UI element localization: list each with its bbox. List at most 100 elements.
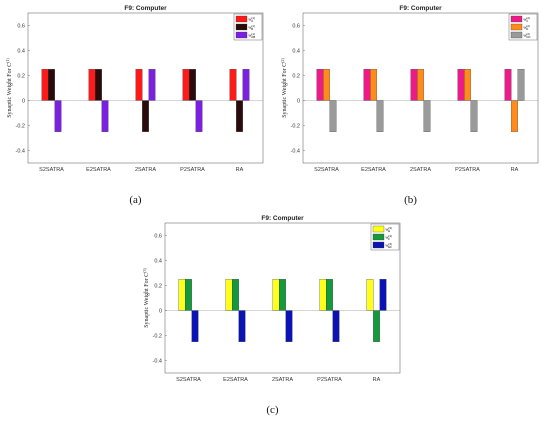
bar (182, 69, 190, 101)
y-tick-label: 0.6 (17, 23, 25, 29)
bar (195, 100, 203, 132)
y-tick-label: 0.2 (154, 283, 162, 289)
y-tick-label: -0.4 (291, 148, 300, 154)
bar (323, 69, 330, 101)
chart-panel-b: F9: Computer -0.4 -0.2 0 0.2 0.4 0.6 Synaptic W… (275, 0, 550, 210)
x-tick-label: RA (373, 377, 381, 383)
bar (417, 69, 424, 101)
bar (148, 69, 156, 101)
chart-svg: F9: Computer -0.4 -0.2 0 0.2 0.4 0.6 Synaptic W… (5, 5, 264, 206)
legend-swatch (235, 15, 248, 23)
bar (41, 69, 49, 101)
bar (185, 279, 192, 311)
legend-swatch (372, 233, 385, 241)
bar (464, 69, 471, 101)
y-tick-label: 0.2 (292, 73, 300, 79)
legend-swatch (235, 31, 248, 39)
bar (511, 100, 518, 132)
legend: w(1) Aw(1) Bw(1) AB (233, 13, 263, 41)
chart-panel-c: F9: Computer -0.4 -0.2 0 0.2 0.4 0.6 Synaptic W… (137, 210, 412, 421)
y-tick-label: 0.4 (292, 48, 300, 54)
x-tick-label: E2SATRA (361, 167, 386, 173)
bar (316, 69, 324, 101)
bar (363, 69, 371, 101)
bar (242, 69, 250, 101)
chart-title: F9: Computer (399, 5, 442, 12)
bar (229, 69, 237, 101)
x-tick-label: S2SATRA (314, 167, 339, 173)
bar (470, 100, 478, 132)
bar (279, 279, 286, 311)
x-tick-label: S2SATRA (176, 377, 201, 383)
x-tick-label: P2SATRA (180, 167, 205, 173)
bar (373, 310, 380, 342)
bar (232, 279, 239, 311)
legend-label: w(3) F (386, 234, 393, 241)
legend-label: w(2) CD (524, 32, 532, 39)
x-tick-label: E2SATRA (86, 167, 111, 173)
y-tick-label: -0.4 (16, 148, 25, 154)
legend-label: w(3) EF (386, 242, 393, 249)
bar (379, 279, 387, 311)
bar (457, 69, 465, 101)
bar (236, 100, 243, 132)
bar (517, 69, 525, 101)
bar (329, 100, 337, 132)
legend-label: w(2) C (524, 16, 531, 23)
y-tick-label: -0.2 (16, 123, 25, 129)
x-tick-label: 2SATRA (135, 167, 156, 173)
legend-swatch (510, 31, 523, 39)
bar (88, 69, 96, 101)
bar (225, 279, 233, 311)
legend-swatch (510, 23, 523, 31)
bar (142, 100, 149, 132)
legend-swatch (510, 15, 523, 23)
bar (48, 69, 55, 101)
bar (238, 310, 246, 342)
figure-caption: (a) (129, 194, 142, 206)
y-tick-label: -0.2 (291, 123, 300, 129)
bar (189, 69, 196, 101)
chart-svg: F9: Computer -0.4 -0.2 0 0.2 0.4 0.6 Synaptic W… (142, 215, 401, 416)
x-tick-label: 2SATRA (410, 167, 431, 173)
bar (332, 310, 340, 342)
bar (101, 100, 109, 132)
bar (178, 279, 186, 311)
x-tick-label: RA (236, 167, 244, 173)
y-tick-label: -0.2 (153, 333, 162, 339)
x-tick-label: RA (511, 167, 519, 173)
y-tick-label: 0.2 (17, 73, 25, 79)
legend-label: w(1) B (249, 24, 256, 31)
figure-caption: (b) (404, 194, 417, 206)
legend-label: w(1) A (249, 16, 256, 23)
bar (54, 100, 62, 132)
y-tick-label: 0.6 (292, 23, 300, 29)
x-tick-label: E2SATRA (223, 377, 248, 383)
bar (376, 100, 384, 132)
legend: w(3) Ew(3) Fw(3) EF (370, 223, 400, 251)
bar (410, 69, 418, 101)
bar (370, 69, 377, 101)
y-axis-label: Synaptic Weight For C(3) (142, 268, 150, 328)
bar (135, 69, 143, 101)
figure-caption: (c) (266, 404, 279, 416)
legend-swatch (372, 225, 385, 233)
x-tick-label: S2SATRA (39, 167, 64, 173)
bar (95, 69, 102, 101)
x-tick-label: P2SATRA (317, 377, 342, 383)
chart-svg: F9: Computer -0.4 -0.2 0 0.2 0.4 0.6 Synaptic W… (280, 5, 539, 206)
legend-swatch (372, 241, 385, 249)
bar (272, 279, 280, 311)
legend: w(2) Cw(2) Dw(2) CD (508, 13, 538, 41)
y-axis-label: Synaptic Weight For C(2) (280, 58, 288, 118)
y-tick-label: 0 (297, 98, 300, 104)
y-tick-label: -0.4 (153, 358, 162, 364)
x-tick-label: P2SATRA (455, 167, 480, 173)
chart-panel-a: F9: Computer -0.4 -0.2 0 0.2 0.4 0.6 Synaptic W… (0, 0, 275, 210)
legend-label: w(2) D (524, 24, 531, 31)
bar (504, 69, 512, 101)
legend-label: w(3) E (386, 226, 393, 233)
bar (285, 310, 293, 342)
bar (423, 100, 431, 132)
y-axis-label: Synaptic Weight For C(1) (5, 58, 13, 118)
